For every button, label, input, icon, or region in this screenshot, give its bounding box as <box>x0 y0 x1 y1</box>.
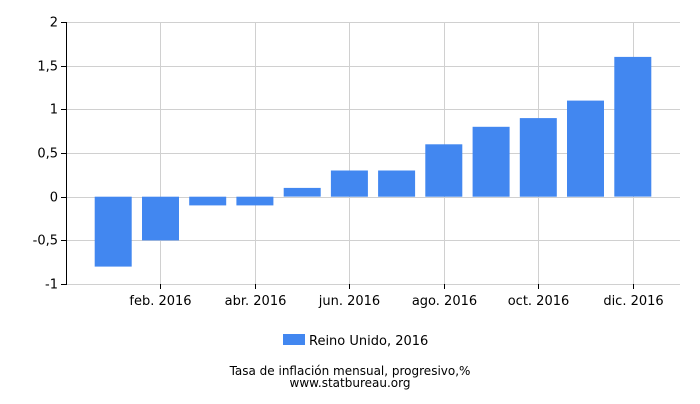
y-tick-label: 2 <box>50 16 58 31</box>
x-tick-label: abr. 2016 <box>225 294 287 309</box>
bar <box>472 126 510 197</box>
bar <box>519 118 557 197</box>
bar <box>330 170 368 197</box>
x-tick-label: dic. 2016 <box>603 294 663 309</box>
x-tick-labels: feb. 2016 abr. 2016 jun. 2016 ago. 2016 oct.… <box>129 294 663 309</box>
bar <box>378 170 416 197</box>
bar <box>425 144 463 197</box>
legend: Reino Unido, 2016 <box>283 334 428 349</box>
x-tick-label: jun. 2016 <box>318 294 380 309</box>
source-caption: www.statbureau.org <box>289 376 411 390</box>
y-tick-labels: -1 -0,5 0 0,5 1 1,5 2 <box>33 16 58 293</box>
bar <box>283 187 321 197</box>
chart-caption: Tasa de inflación mensual, progresivo,% <box>229 364 471 378</box>
y-tick-label: 0,5 <box>37 147 58 162</box>
y-tick-label: 0 <box>50 191 58 206</box>
x-tick-label: ago. 2016 <box>412 294 477 309</box>
bar <box>614 56 652 197</box>
bars <box>94 56 652 267</box>
bar <box>94 196 132 267</box>
y-tick-label: -1 <box>45 278 58 293</box>
bar <box>189 196 227 206</box>
x-tick-label: oct. 2016 <box>508 294 570 309</box>
legend-label: Reino Unido, 2016 <box>309 334 428 349</box>
bar <box>236 196 274 206</box>
bar <box>567 100 604 197</box>
y-tick-label: -0,5 <box>33 234 58 249</box>
x-tick-label: feb. 2016 <box>129 294 191 309</box>
bar <box>142 196 179 241</box>
legend-swatch <box>283 334 305 345</box>
y-tick-label: 1,5 <box>37 60 58 75</box>
y-tick-label: 1 <box>50 103 58 118</box>
